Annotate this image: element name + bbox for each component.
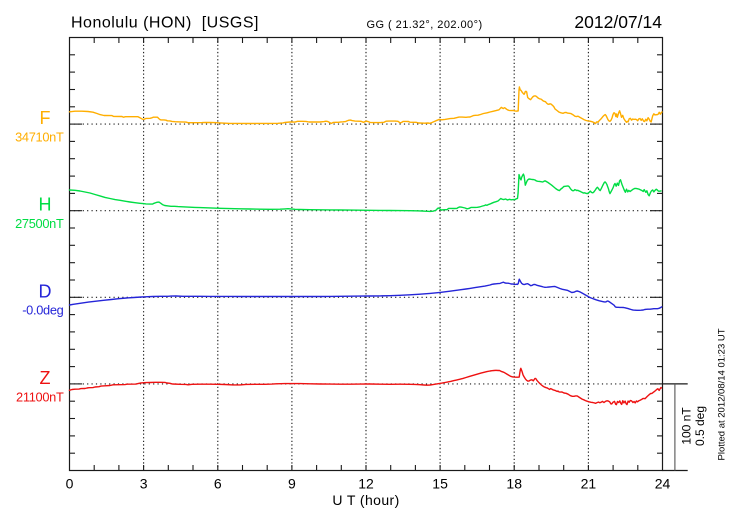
svg-text:D: D [39, 281, 52, 301]
svg-text:2012/07/14: 2012/07/14 [574, 12, 662, 32]
svg-text:Plotted at 2012/08/14 01:23 UT: Plotted at 2012/08/14 01:23 UT [717, 328, 728, 460]
svg-text:GG ( 21.32°, 202.00°): GG ( 21.32°, 202.00°) [367, 19, 483, 31]
svg-text:6: 6 [214, 476, 222, 492]
svg-text:Honolulu (HON) [USGS]: Honolulu (HON) [USGS] [71, 15, 259, 32]
svg-text:F: F [40, 108, 51, 128]
svg-text:24: 24 [655, 476, 671, 492]
svg-text:34710nT: 34710nT [15, 130, 64, 145]
svg-text:9: 9 [288, 476, 296, 492]
svg-text:H: H [39, 195, 52, 215]
svg-text:15: 15 [432, 476, 448, 492]
svg-text:-0.0deg: -0.0deg [22, 303, 63, 318]
svg-text:21: 21 [581, 476, 597, 492]
svg-text:18: 18 [506, 476, 522, 492]
svg-text:U T (hour): U T (hour) [332, 492, 399, 508]
svg-text:0: 0 [66, 476, 74, 492]
svg-text:27500nT: 27500nT [15, 216, 64, 231]
svg-text:0.5 deg: 0.5 deg [693, 406, 707, 446]
svg-text:3: 3 [140, 476, 148, 492]
svg-text:12: 12 [358, 476, 374, 492]
svg-text:Z: Z [40, 368, 51, 388]
svg-text:100 nT: 100 nT [680, 407, 694, 445]
svg-text:21100nT: 21100nT [16, 389, 64, 404]
